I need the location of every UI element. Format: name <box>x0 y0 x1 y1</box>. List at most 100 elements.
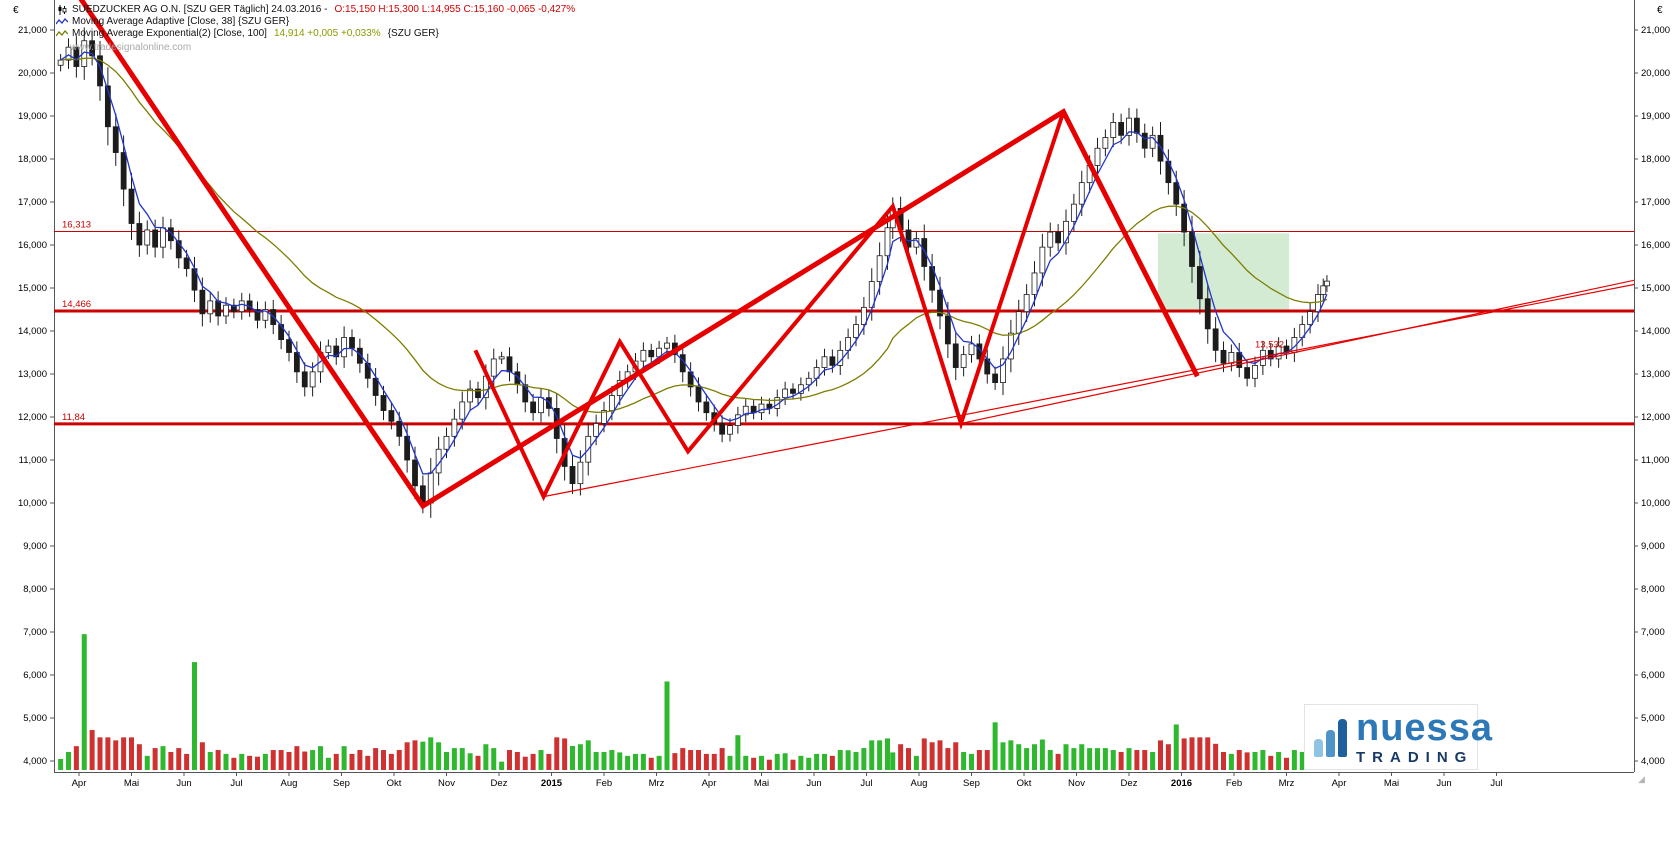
ma-exponential-symbol: {SZU GER} <box>387 28 439 39</box>
svg-text:14,000: 14,000 <box>18 326 47 337</box>
volume-bars <box>58 634 1330 770</box>
svg-text:2016: 2016 <box>1171 778 1192 789</box>
svg-text:Sep: Sep <box>333 778 350 789</box>
svg-text:7,000: 7,000 <box>23 627 47 638</box>
candlestick-icon <box>56 5 68 15</box>
trendlines <box>78 0 1634 510</box>
axes <box>54 0 1635 773</box>
svg-text:12,000: 12,000 <box>1641 412 1670 423</box>
svg-text:13,000: 13,000 <box>18 369 47 380</box>
svg-text:13,000: 13,000 <box>1641 369 1670 380</box>
support-levels <box>54 231 1634 426</box>
svg-text:16,000: 16,000 <box>18 240 47 251</box>
svg-text:Feb: Feb <box>596 778 612 789</box>
svg-text:Jul: Jul <box>1490 778 1502 789</box>
candles <box>57 27 1330 518</box>
svg-text:Feb: Feb <box>1226 778 1242 789</box>
level-labels: 16,313 14,466 11,84 <box>62 220 91 423</box>
svg-text:Mai: Mai <box>1384 778 1399 789</box>
svg-text:Dez: Dez <box>1121 778 1138 789</box>
svg-text:10,000: 10,000 <box>1641 498 1670 509</box>
primary-zigzag <box>78 0 1200 510</box>
svg-text:Dez: Dez <box>491 778 508 789</box>
legend-ma-adaptive-row[interactable]: Moving Average Adaptive [Close, 38] {SZU… <box>56 16 575 28</box>
resize-grip[interactable]: ◢ <box>1638 774 1645 784</box>
svg-text:8,000: 8,000 <box>1641 584 1665 595</box>
svg-text:Mrz: Mrz <box>649 778 665 789</box>
logo-text: nuessa TRADING <box>1356 709 1493 765</box>
svg-text:9,000: 9,000 <box>1641 541 1665 552</box>
svg-text:Jun: Jun <box>806 778 821 789</box>
svg-text:6,000: 6,000 <box>1641 670 1665 681</box>
svg-text:Okt: Okt <box>1017 778 1032 789</box>
ma-exponential-label: Moving Average Exponential(2) [Close, 10… <box>72 28 267 39</box>
svg-text:Mrz: Mrz <box>1279 778 1295 789</box>
svg-text:Jun: Jun <box>176 778 191 789</box>
svg-text:2015: 2015 <box>541 778 563 789</box>
svg-text:16,000: 16,000 <box>1641 240 1670 251</box>
svg-text:10,000: 10,000 <box>18 498 47 509</box>
ma-adaptive-label: Moving Average Adaptive [Close, 38] {SZU… <box>72 16 290 27</box>
svg-text:20,000: 20,000 <box>1641 68 1670 79</box>
svg-text:14,466: 14,466 <box>62 299 91 310</box>
ma-adaptive-line-icon <box>56 18 68 26</box>
support-trendline-1 <box>543 283 1634 498</box>
svg-text:5,000: 5,000 <box>23 713 47 724</box>
svg-text:13,532: 13,532 <box>1255 339 1284 350</box>
svg-text:Jun: Jun <box>1436 778 1451 789</box>
right-axis-currency-label: € <box>1657 5 1663 16</box>
x-axis: Apr Mai Jun Jul Aug Sep Okt Nov Dez 2015 Feb Mrz Apr… <box>72 772 1503 789</box>
svg-text:Jul: Jul <box>230 778 242 789</box>
svg-text:20,000: 20,000 <box>18 68 47 79</box>
support-trendline-2 <box>960 279 1634 424</box>
svg-text:5,000: 5,000 <box>1641 713 1665 724</box>
svg-text:15,000: 15,000 <box>1641 283 1670 294</box>
svg-text:8,000: 8,000 <box>23 584 47 595</box>
logo-subtitle: TRADING <box>1356 749 1474 766</box>
svg-text:14,000: 14,000 <box>1641 326 1670 337</box>
annotations: 13,532 <box>1255 339 1284 350</box>
svg-text:11,84: 11,84 <box>62 412 85 423</box>
y-axis-right: 21,000 20,000 19,000 18,000 17,000 16,000 15,0… <box>1634 25 1670 767</box>
svg-text:6,000: 6,000 <box>23 670 47 681</box>
svg-text:Aug: Aug <box>281 778 298 789</box>
svg-text:18,000: 18,000 <box>18 154 47 165</box>
svg-text:Aug: Aug <box>911 778 928 789</box>
svg-text:17,000: 17,000 <box>1641 197 1670 208</box>
y-axis-left: 21,000 20,000 19,000 18,000 17,000 16,000 15,0… <box>18 25 54 767</box>
svg-text:Apr: Apr <box>72 778 87 789</box>
svg-text:Apr: Apr <box>1332 778 1347 789</box>
svg-text:18,000: 18,000 <box>1641 154 1670 165</box>
logo-bars-icon <box>1314 717 1347 757</box>
nuessa-trading-logo: nuessa TRADING <box>1304 704 1492 770</box>
svg-text:Apr: Apr <box>702 778 717 789</box>
logo-name: nuessa <box>1356 707 1493 749</box>
svg-text:17,000: 17,000 <box>18 197 47 208</box>
ma-exponential-line <box>60 57 1328 413</box>
ma-adaptive-line <box>60 51 1328 475</box>
svg-text:16,313: 16,313 <box>62 220 91 231</box>
svg-text:Jul: Jul <box>860 778 872 789</box>
svg-text:Mai: Mai <box>754 778 769 789</box>
legend-ma-exponential-row[interactable]: Moving Average Exponential(2) [Close, 10… <box>56 28 575 40</box>
instrument-title: SUEDZUCKER AG O.N. [SZU GER Täglich] 24.… <box>72 4 328 15</box>
svg-text:12,000: 12,000 <box>18 412 47 423</box>
svg-text:Nov: Nov <box>1068 778 1085 789</box>
watermark-url: www.tradesignalonline.com <box>70 42 192 53</box>
svg-text:11,000: 11,000 <box>19 455 47 466</box>
svg-text:21,000: 21,000 <box>1641 25 1670 36</box>
svg-text:7,000: 7,000 <box>1641 627 1665 638</box>
instrument-ohlc-values: O:15,150 H:15,300 L:14,955 C:15,160 -0,0… <box>334 4 576 15</box>
chart-legend: SUEDZUCKER AG O.N. [SZU GER Täglich] 24.… <box>56 4 575 54</box>
legend-instrument-row[interactable]: SUEDZUCKER AG O.N. [SZU GER Täglich] 24.… <box>56 4 575 16</box>
ma-exponential-values: 14,914 +0,005 +0,033% <box>273 28 381 39</box>
svg-text:19,000: 19,000 <box>18 111 47 122</box>
svg-text:11,000: 11,000 <box>1641 455 1669 466</box>
svg-text:4,000: 4,000 <box>1641 756 1665 767</box>
svg-text:15,000: 15,000 <box>18 283 47 294</box>
svg-text:Nov: Nov <box>438 778 455 789</box>
svg-text:Mai: Mai <box>124 778 139 789</box>
svg-text:Okt: Okt <box>387 778 402 789</box>
left-axis-currency-label: € <box>13 5 19 16</box>
svg-text:9,000: 9,000 <box>23 541 47 552</box>
